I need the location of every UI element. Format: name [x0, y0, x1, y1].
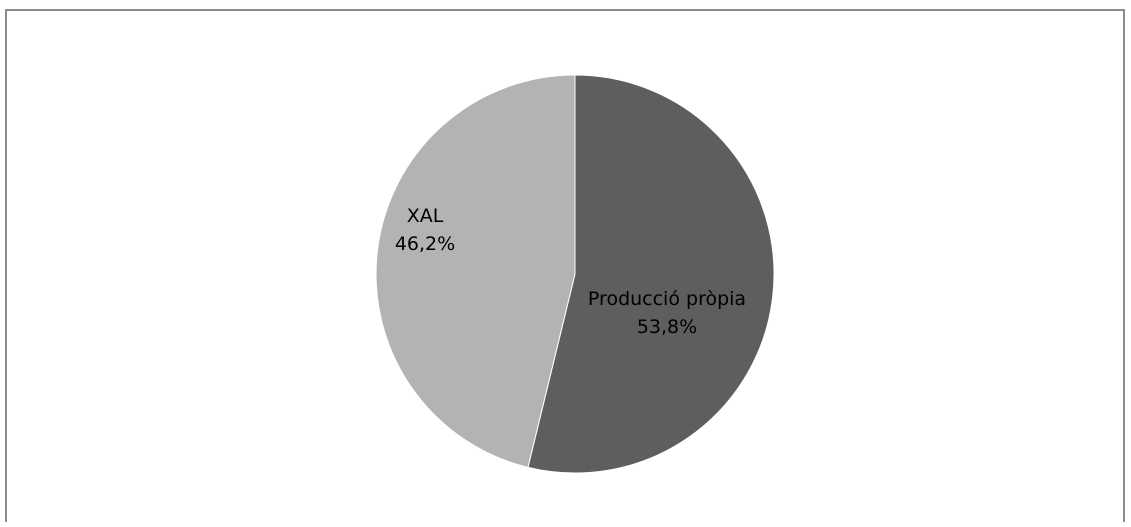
pie-labels: Producció pròpia 53,8% XAL 46,2% [395, 205, 746, 338]
pie-slices [375, 74, 775, 474]
slice-label-value-1: 53,8% [637, 316, 697, 338]
slice-label-name-1: Producció pròpia [588, 288, 746, 310]
pie-slice-1 [527, 74, 775, 474]
slice-label-value-2: 46,2% [395, 233, 455, 255]
slice-label-name-2: XAL [407, 205, 444, 227]
pie-slice-2 [375, 74, 576, 468]
